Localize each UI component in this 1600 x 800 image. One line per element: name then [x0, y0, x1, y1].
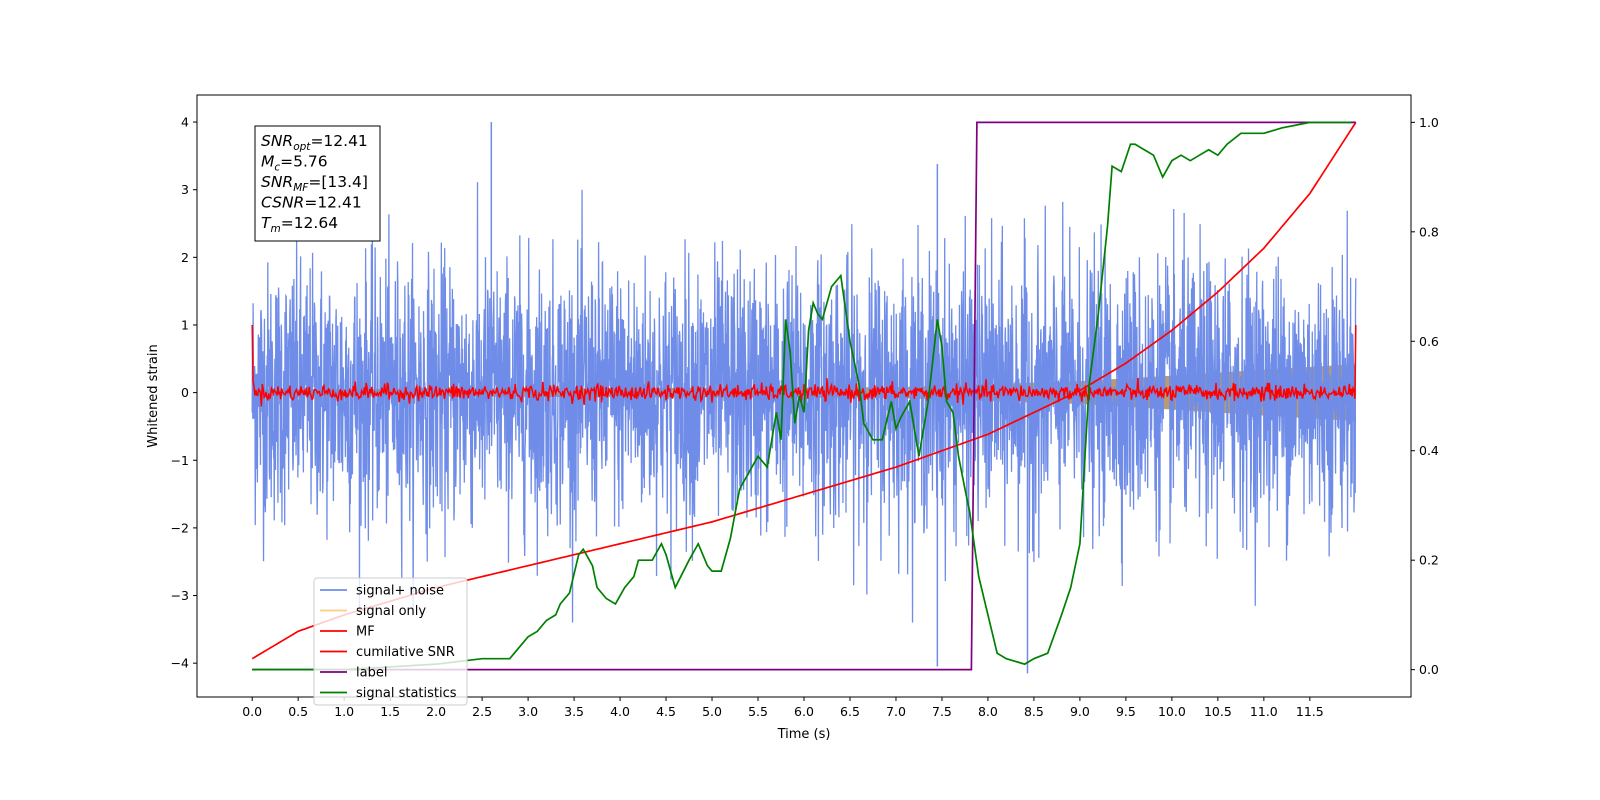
x-tick-label: 6.5: [840, 704, 860, 719]
x-tick-label: 5.5: [748, 704, 768, 719]
x-axis-label: Time (s): [777, 727, 831, 742]
x-tick-label: 10.5: [1204, 704, 1232, 719]
legend-label: cumilative SNR: [356, 645, 455, 660]
y-tick-label: −1: [171, 453, 189, 468]
info-box-frame: [254, 125, 381, 242]
y2-tick-label: 0.6: [1419, 334, 1439, 349]
x-tick-label: 10.0: [1158, 704, 1186, 719]
y2-tick-label: 0.4: [1419, 443, 1439, 458]
y-tick-label: −3: [171, 588, 189, 603]
y2-tick-label: 0.0: [1419, 662, 1439, 677]
y2-tick-label: 1.0: [1419, 115, 1439, 130]
x-tick-label: 3.5: [564, 704, 584, 719]
legend-label: signal only: [356, 604, 426, 619]
legend-frame: [313, 577, 468, 706]
y-tick-label: 2: [181, 250, 189, 265]
x-tick-label: 2.0: [426, 704, 446, 719]
mf-line: [251, 324, 1357, 407]
x-tick-label: 0.0: [242, 704, 262, 719]
legend: signal+ noise signal only MF cumilative SNR…: [313, 577, 468, 706]
signal-statistics-line: [252, 121, 1352, 671]
info-line: CSNR=12.41: [261, 194, 362, 212]
y-tick-label: −2: [171, 520, 189, 535]
info-box: SNRopt=12.41Mc=5.76SNRMF=[13.4]CSNR=12.4…: [254, 125, 381, 242]
x-tick-label: 1.0: [334, 704, 354, 719]
mf-layer: [251, 324, 1357, 407]
x-tick-label: 4.0: [610, 704, 630, 719]
x-tick-label: 8.0: [978, 704, 998, 719]
x-tick-label: 7.0: [886, 704, 906, 719]
y-axis-label: Whitened strain: [146, 344, 161, 447]
info-line: Mc=5.76: [261, 153, 328, 174]
y2-tick-label: 0.8: [1419, 224, 1439, 239]
x-tick-label: 6.0: [794, 704, 814, 719]
x-tick-label: 11.0: [1250, 704, 1278, 719]
x-axis-ticks: 0.0 0.5 1.0 1.5 2.0 2.5 3.0 3.5 4.0 4.5 5.0 5.5 6.0 6…: [242, 697, 1324, 719]
y-tick-label: 1: [181, 317, 189, 332]
x-tick-label: 8.5: [1024, 704, 1044, 719]
label-line: [252, 121, 1356, 671]
x-tick-label: 2.5: [472, 704, 492, 719]
y-axis-ticks: 4 3 2 1 0 −1 −2 −3 −4: [171, 115, 197, 671]
x-tick-label: 3.0: [518, 704, 538, 719]
x-tick-label: 1.5: [380, 704, 400, 719]
x-tick-label: 9.5: [1116, 704, 1136, 719]
info-line: SNRMF=[13.4]: [261, 173, 368, 194]
y-tick-label: 4: [181, 115, 189, 130]
y-tick-label: 3: [181, 182, 189, 197]
legend-label: signal+ noise: [356, 584, 444, 599]
legend-label: label: [356, 666, 387, 681]
legend-label: MF: [356, 625, 375, 640]
x-tick-label: 7.5: [932, 704, 952, 719]
y-tick-label: 0: [181, 385, 189, 400]
info-line: SNRopt=12.41: [261, 132, 368, 153]
x-tick-label: 0.5: [288, 704, 308, 719]
y-tick-label: −4: [171, 656, 189, 671]
x-tick-label: 4.5: [656, 704, 676, 719]
x-tick-label: 9.0: [1070, 704, 1090, 719]
x-tick-label: 11.5: [1296, 704, 1324, 719]
y2-axis-ticks: 1.0 0.8 0.6 0.4 0.2 0.0: [1411, 115, 1439, 677]
x-tick-label: 5.0: [702, 704, 722, 719]
legend-label: signal statistics: [356, 686, 457, 701]
y2-tick-label: 0.2: [1419, 553, 1439, 568]
info-line: Tm=12.64: [261, 214, 338, 235]
